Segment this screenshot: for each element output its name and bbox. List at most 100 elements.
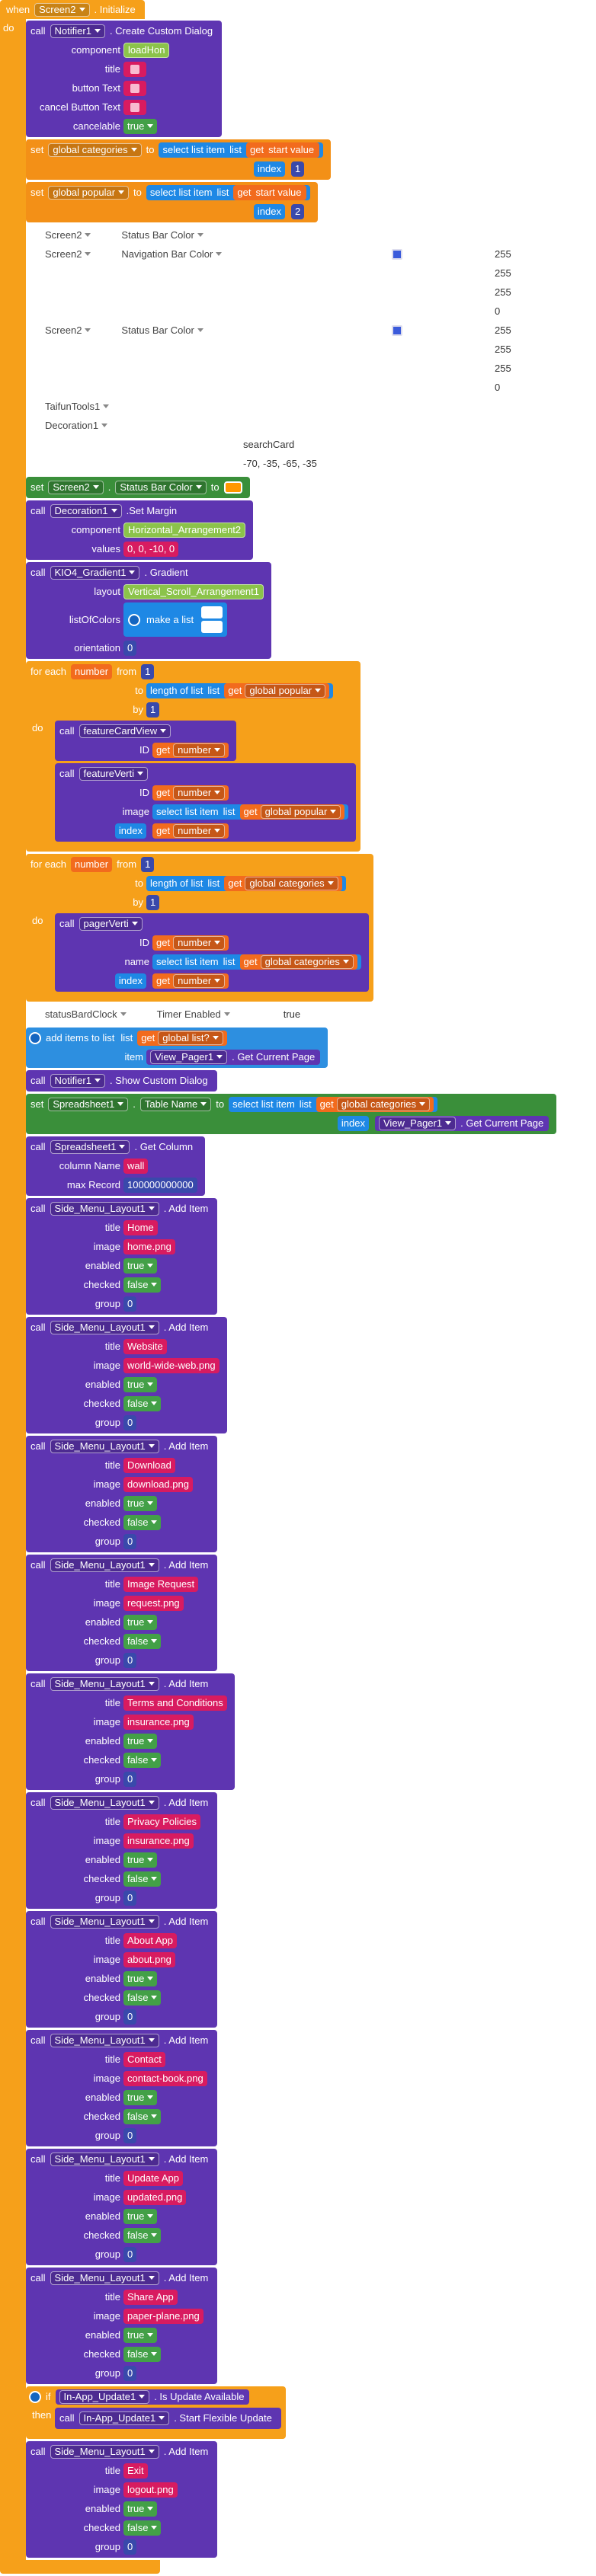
list-block: select list item list get start value xyxy=(159,142,324,158)
block-row: Decoration1 xyxy=(41,416,324,435)
block-header: call Side_Menu_Layout1 . Add Item xyxy=(29,1912,213,1931)
list-block: select list item list get global categories xyxy=(229,1096,438,1112)
disabled-block: statusBardClock Timer Enabled true xyxy=(26,1004,312,1025)
block-row: enabled true xyxy=(29,1256,213,1275)
kw-text: list xyxy=(299,1098,312,1110)
kw-text: . Add Item xyxy=(163,1797,209,1808)
block-row: index 2 xyxy=(29,202,313,221)
call-block: call Side_Menu_Layout1 . Add Item title Term… xyxy=(26,1673,235,1790)
picker-block xyxy=(392,248,402,260)
body-label: then xyxy=(32,2409,52,2421)
kw-text: . Add Item xyxy=(163,2034,209,2046)
dd-block: number xyxy=(173,973,226,988)
statement-list: call In-App_Update1 . Start Flexible Updat… xyxy=(55,2406,281,2431)
kw-text: to xyxy=(146,144,155,155)
num-text: 0 xyxy=(127,1417,133,1428)
str-text: logout.png xyxy=(127,2484,174,2495)
get-block: get global categories xyxy=(316,1096,434,1112)
str-text: Privacy Policies xyxy=(127,1816,197,1827)
block-row: 255 xyxy=(41,264,511,283)
block-row: title Share App xyxy=(29,2287,213,2306)
label-text: ID xyxy=(139,744,149,756)
block-row: checked false xyxy=(29,2518,213,2537)
bool-text: true xyxy=(127,1379,145,1390)
get-block: get number xyxy=(152,935,229,951)
argument-label: to xyxy=(29,685,143,696)
argument-label: group xyxy=(29,1536,120,1547)
bool-block: true xyxy=(123,2208,158,2224)
statement-list: call pagerVerti ID get number name select list… xyxy=(55,912,369,994)
argument-label: index xyxy=(29,1115,372,1131)
ghost-num-block: 255 xyxy=(491,361,515,376)
block-row: enabled true xyxy=(29,2325,213,2344)
block-row: name select list item list get global catego… xyxy=(58,952,364,971)
global-block: set global popular to select list item list g… xyxy=(26,182,319,222)
kw-block: . Add Item xyxy=(162,1201,210,1216)
ghost-text: Screen2 xyxy=(45,324,82,336)
label-text: title xyxy=(104,2291,120,2303)
block-row: group 0 xyxy=(29,2007,213,2026)
bool-block: false xyxy=(123,1752,162,1768)
argument-label: image xyxy=(29,2310,120,2322)
label-text: enabled xyxy=(85,2210,120,2222)
block-header: call Spreadsheet1 . Get Column xyxy=(29,1137,200,1156)
kw-text: list xyxy=(120,1032,133,1044)
block-row: orientation 0 xyxy=(29,638,267,657)
num-text: 0 xyxy=(127,1298,133,1309)
block-row: 255 xyxy=(41,340,511,359)
label-text: checked xyxy=(83,1517,120,1528)
kw-block: . xyxy=(131,1097,137,1112)
label-text: listOfColors xyxy=(69,614,120,625)
str-text: about.png xyxy=(127,1954,171,1965)
str-text: Home xyxy=(127,1222,154,1233)
bool-block: false xyxy=(123,2346,162,2362)
dd-block: Side_Menu_Layout1 xyxy=(50,1201,159,1216)
kw-text: . Add Item xyxy=(163,1559,209,1571)
bool-text: true xyxy=(127,120,145,132)
kw-text: call xyxy=(30,567,46,578)
get-text: get xyxy=(237,187,252,198)
block-header: call Side_Menu_Layout1 . Add Item xyxy=(29,2268,213,2287)
dd-block: KIO4_Gradient1 xyxy=(50,565,140,580)
block-row: index get number xyxy=(58,821,351,840)
block-row: layout Vertical_Scroll_Arrangement1 xyxy=(29,582,267,601)
block-row: to length of list list get global categories xyxy=(29,874,369,893)
str-text: contact-book.png xyxy=(127,2073,203,2084)
kw-block: . Add Item xyxy=(162,2271,210,2286)
kw-block: call xyxy=(29,1139,47,1155)
str-block: contact-book.png xyxy=(123,2070,207,2086)
block-row: ID get number xyxy=(58,783,351,802)
list-text: select list item xyxy=(232,1098,295,1110)
num-block: 0 xyxy=(123,1414,137,1430)
argument-label: checked xyxy=(29,1635,120,1647)
bool-block: true xyxy=(123,2089,158,2105)
bool-text: false xyxy=(127,1279,149,1290)
getter-block: View_Pager1 . Get Current Page xyxy=(146,1049,321,1065)
dd-text: Side_Menu_Layout1 xyxy=(54,1203,146,1214)
block-row: checked false xyxy=(29,1988,213,2007)
call-block: call pagerVerti ID get number name select list… xyxy=(55,913,369,992)
block-row: group 0 xyxy=(29,1769,230,1788)
argument-label: checked xyxy=(29,1873,120,1884)
argument-label: image xyxy=(29,1360,120,1371)
kw-text: . Get Column xyxy=(134,1141,194,1152)
dd-text: Screen2 xyxy=(39,4,76,15)
kw-text: when xyxy=(6,4,30,15)
kw-text: . Get Current Page xyxy=(232,1051,316,1063)
dd-text: Side_Menu_Layout1 xyxy=(54,1440,146,1452)
block-row: checked false xyxy=(29,2344,213,2363)
str-block: Website xyxy=(123,1338,167,1354)
kw-block: . Get Column xyxy=(133,1139,194,1155)
bool-block: true xyxy=(123,118,158,134)
kw-text: . Get Current Page xyxy=(460,1117,544,1129)
block-header: set Spreadsheet1. Table Name to select list … xyxy=(29,1095,552,1114)
label-text: group xyxy=(95,1417,120,1428)
block-row: checked false xyxy=(29,1275,213,1294)
kw-text: to xyxy=(133,187,142,198)
argument-label: index xyxy=(58,823,149,839)
kw-block: for each xyxy=(29,857,68,872)
label-text: checked xyxy=(83,1873,120,1884)
block-header: call Side_Menu_Layout1 . Add Item xyxy=(29,1674,230,1693)
argument-label: max Record xyxy=(29,1179,120,1191)
str-block: Privacy Policies xyxy=(123,1814,201,1830)
